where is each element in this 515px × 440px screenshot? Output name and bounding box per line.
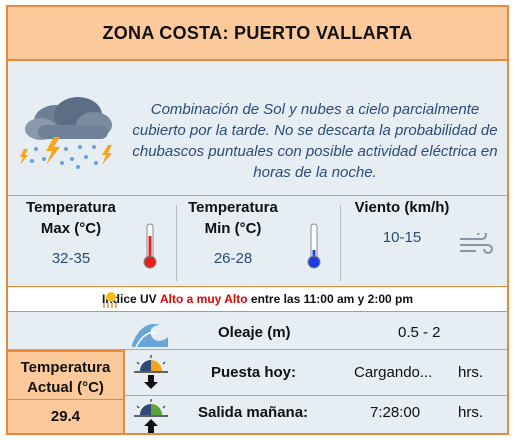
- sunset-value: Cargando...: [354, 364, 433, 381]
- current-temp-value: 29.4: [50, 408, 81, 425]
- thermometer-cold-icon: [307, 223, 321, 269]
- sunrise-value: 7:28:00: [370, 404, 421, 421]
- storm-cloud-icon: [20, 97, 112, 169]
- divider: [125, 395, 507, 396]
- temp-max-block: Temperatura Max (°C) 32-35: [12, 197, 130, 283]
- divider: [8, 399, 123, 400]
- thermometer-hot-icon: [143, 223, 157, 269]
- sunrise-label: Salida mañana:: [198, 404, 309, 421]
- divider: [340, 205, 341, 281]
- sun-uv-icon: [103, 292, 117, 308]
- current-temp-block: Temperatura Actual (°C) 29.4: [8, 350, 125, 433]
- divider: [8, 195, 507, 196]
- zone-title: ZONA COSTA: PUERTO VALLARTA: [8, 7, 507, 61]
- temp-min-block: Temperatura Min (°C) 26-28: [178, 197, 288, 283]
- forecast-text: Combinación de Sol y nubes a cielo parci…: [132, 101, 498, 181]
- divider: [8, 349, 507, 350]
- weather-card: ZONA COSTA: PUERTO VALLARTA Combinación …: [6, 5, 509, 435]
- sunrise-icon: [134, 399, 168, 433]
- oleaje-value: 0.5 - 2: [398, 324, 441, 341]
- wind-value: 10-15: [382, 229, 422, 246]
- temp-min-value: 26-28: [213, 250, 253, 267]
- sunset-icon: [134, 355, 168, 389]
- oleaje-label: Oleaje (m): [218, 324, 291, 341]
- sunset-label: Puesta hoy:: [211, 364, 297, 381]
- temp-max-label: Temperatura Max (°C): [26, 199, 116, 237]
- sunset-unit: hrs.: [458, 364, 484, 381]
- wave-icon: [132, 323, 168, 348]
- uv-index-row: Indice UV Alto a muy Alto entre las 11:0…: [8, 286, 507, 312]
- uv-suffix: entre las 11:00 am y 2:00 pm: [250, 292, 414, 306]
- divider: [176, 205, 177, 281]
- wind-label: Viento (km/h): [354, 199, 450, 216]
- temp-max-value: 32-35: [51, 250, 91, 267]
- current-temp-label: Temperatura Actual (°C): [20, 359, 111, 396]
- wind-icon: [460, 233, 493, 254]
- wind-block: Viento (km/h) 10-15: [352, 197, 452, 283]
- sunrise-unit: hrs.: [458, 404, 484, 421]
- temp-min-label: Temperatura Min (°C): [188, 199, 278, 237]
- forecast-section: Combinación de Sol y nubes a cielo parci…: [8, 63, 507, 194]
- uv-level: Alto a muy Alto: [160, 292, 248, 306]
